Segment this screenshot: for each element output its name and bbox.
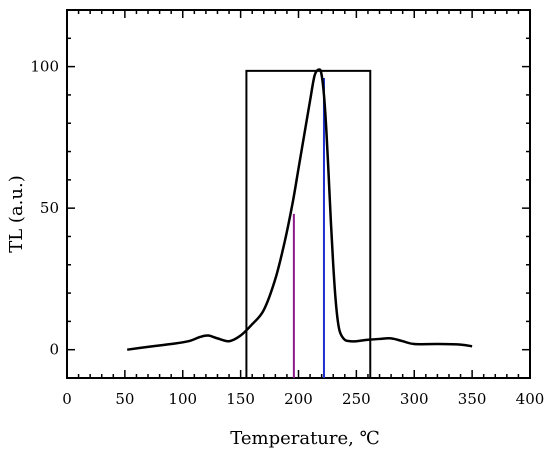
x-tick-label: 250 <box>342 390 371 408</box>
plot-frame <box>66 9 531 379</box>
x-tick-label: 0 <box>62 390 72 408</box>
x-tick-label: 100 <box>168 390 197 408</box>
x-tick-label: 150 <box>226 390 255 408</box>
y-tick-label: 50 <box>40 199 59 217</box>
y-axis-label: TL (a.u.) <box>6 175 27 253</box>
y-tick-label: 0 <box>49 341 59 359</box>
series-line-0 <box>127 68 473 351</box>
x-tick-label: 400 <box>516 390 545 408</box>
x-tick-label: 50 <box>115 390 134 408</box>
x-tick-label: 200 <box>284 390 313 408</box>
x-tick-label: 300 <box>400 390 429 408</box>
axis-ticks <box>66 9 531 379</box>
integration-window-rect <box>245 69 372 379</box>
x-axis-label: Temperature, ℃ <box>230 428 380 449</box>
y-tick-label: 100 <box>30 58 59 76</box>
x-tick-label: 350 <box>458 390 487 408</box>
axis-tick-labels: 0 50 100 150 200 250 300 350 400 0 50 100 <box>30 58 544 408</box>
plot-area <box>66 9 531 379</box>
